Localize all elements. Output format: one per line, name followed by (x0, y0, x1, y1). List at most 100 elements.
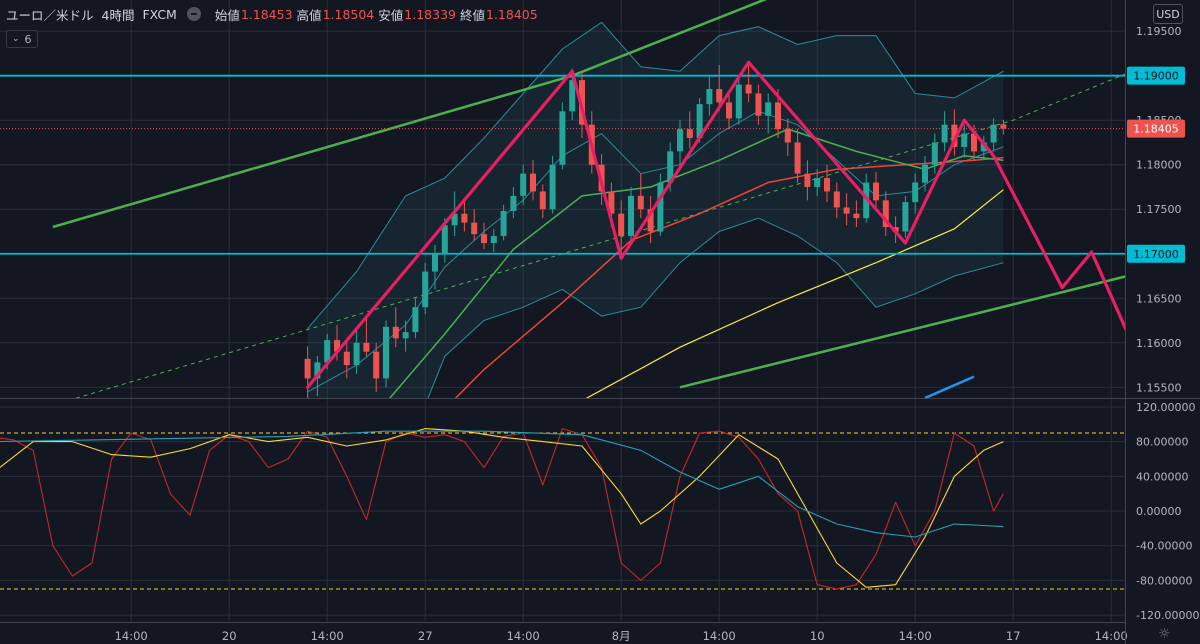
candle-body (441, 225, 448, 254)
candle-body (422, 271, 429, 308)
osc-y-tick-label: 80.00000 (1136, 436, 1189, 449)
ohlc-close-value: 1.18405 (486, 6, 538, 22)
candle-body (510, 195, 517, 212)
x-tick-label: 14:00 (899, 629, 932, 643)
candle-body (324, 340, 331, 363)
candle-body (961, 133, 968, 147)
candle-body (412, 307, 419, 333)
gear-icon[interactable]: ☼ (1158, 626, 1171, 642)
ohlc-low-value: 1.18339 (404, 6, 456, 22)
currency-button[interactable]: USD (1153, 4, 1183, 24)
candle-body (853, 213, 860, 219)
y-tick-label: 1.17500 (1136, 203, 1182, 216)
price-level-badge (1127, 66, 1185, 85)
candle-body (334, 340, 340, 352)
oscillator-pane[interactable] (0, 428, 1125, 590)
ohlc-high-label: 高値 (296, 7, 322, 23)
candle-body (667, 151, 674, 183)
price-level-badge-label: 1.19000 (1133, 70, 1179, 83)
x-tick-label: 14:00 (1095, 629, 1128, 643)
projection-path (306, 60, 1125, 389)
candle-body (686, 129, 693, 139)
candle-body (402, 332, 409, 339)
candle-body (481, 234, 487, 244)
candle-body (392, 326, 399, 339)
y-tick-label: 1.19500 (1136, 25, 1182, 38)
bollinger-mid-line (307, 110, 1004, 393)
candle-body (833, 191, 840, 208)
candle-body (824, 178, 830, 192)
candle-body (343, 351, 350, 366)
osc-y-tick-label: 0.00000 (1136, 505, 1182, 518)
x-tick-label: 17 (1006, 629, 1021, 643)
candle-body (647, 209, 654, 232)
y-tick-label: 1.16500 (1136, 292, 1182, 305)
ohlc-high-value: 1.18504 (322, 6, 375, 22)
candle-body (814, 178, 821, 187)
ma-slow-line (585, 189, 1004, 398)
candle-body (804, 173, 811, 187)
candle-body (726, 102, 732, 119)
candle-body (882, 200, 889, 228)
candle-body (922, 164, 928, 183)
candle-body (559, 111, 566, 165)
y-tick-label: 1.15500 (1136, 381, 1182, 394)
candle-body (304, 358, 311, 379)
x-tick-label: 8月 (612, 629, 631, 643)
candle-body (500, 211, 507, 236)
candle-body (843, 207, 850, 214)
candle-body (902, 202, 909, 232)
candle-body (618, 213, 625, 236)
y-tick-label: 1.16000 (1136, 337, 1182, 350)
candle-body (784, 129, 791, 143)
candle-body (873, 182, 879, 201)
indicator-toggle-button[interactable]: ⌄ 6 (6, 30, 38, 48)
symbol-legend: ユーロ／米ドル 4時間 FXCM 始値 1.18453 高値 1.18504 安値 1… (6, 4, 538, 24)
osc-y-tick-label: -40.00000 (1136, 540, 1192, 553)
candle-body (677, 129, 683, 152)
x-tick-label: 20 (222, 629, 237, 643)
bollinger-band-fill (307, 22, 1004, 398)
oscillator-line-1 (0, 428, 1004, 590)
ohlc-close-label: 終値 (459, 7, 485, 23)
bollinger-upper-line (307, 21, 1004, 329)
osc-y-tick-label: 120.00000 (1136, 401, 1196, 414)
price-pane[interactable] (0, 0, 1200, 512)
candle-body (461, 213, 468, 223)
candle-body (696, 104, 703, 139)
ohlc-open-label: 始値 (214, 7, 240, 23)
candle-body (657, 182, 664, 232)
hide-icon[interactable] (186, 7, 201, 21)
price-level-badge-label: 1.17000 (1133, 248, 1179, 261)
source-label: FXCM (142, 6, 177, 22)
indicator-count: 6 (24, 32, 32, 46)
candle-body (314, 362, 321, 379)
bollinger-lower-line (427, 217, 1004, 398)
candle-body (892, 227, 899, 232)
candle-body (373, 351, 380, 379)
candle-body (628, 195, 634, 236)
candle-body (775, 102, 781, 130)
candle-body (471, 222, 478, 235)
osc-y-tick-label: -80.00000 (1136, 574, 1192, 587)
candle-body (608, 191, 615, 214)
ohlc-low-label: 安値 (378, 7, 404, 23)
channel-line-lower (679, 275, 1125, 389)
candle-body (912, 182, 919, 203)
candle-body (363, 342, 370, 352)
candle-body (1000, 124, 1007, 129)
x-tick-label: 14:00 (703, 629, 736, 643)
candle-body (539, 191, 546, 210)
price-level-badge (1127, 119, 1185, 138)
osc-y-tick-label: -120.00000 (1136, 609, 1199, 622)
candle-body (755, 93, 762, 116)
oscillator-line-3 (0, 430, 1004, 538)
y-tick-label: 1.18000 (1136, 159, 1182, 172)
candle-body (549, 164, 556, 210)
candle-body (520, 173, 527, 196)
trend-segment (924, 375, 975, 398)
price-level-badge (1127, 244, 1185, 263)
candle-body (735, 84, 742, 119)
candle-body (745, 84, 752, 94)
